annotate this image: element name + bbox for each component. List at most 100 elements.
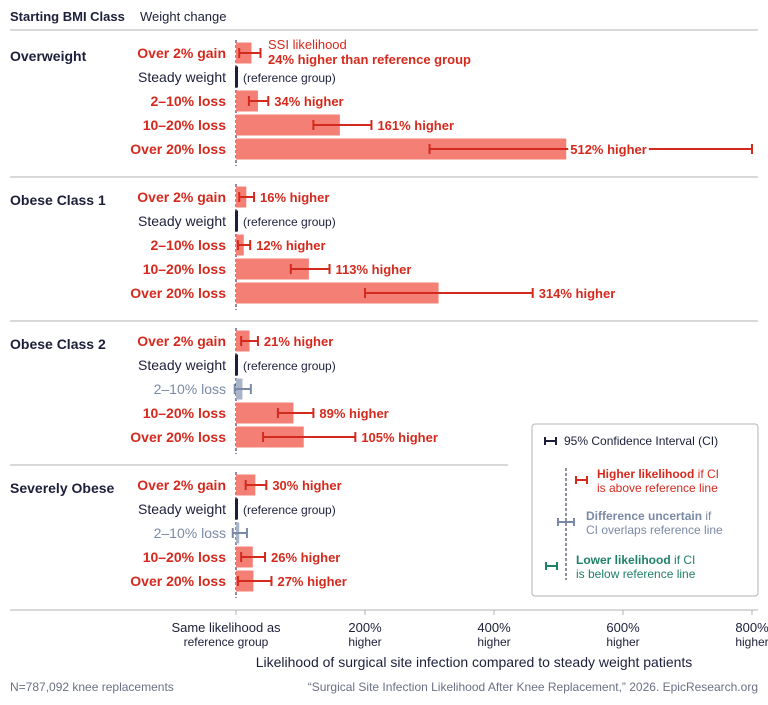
bar: [236, 90, 258, 112]
legend-uncertain-line1: Difference uncertain if: [586, 509, 712, 523]
data-row: 2–10% loss: [154, 522, 248, 544]
row-label: Steady weight: [138, 501, 226, 517]
header-bmi-class: Starting BMI Class: [10, 9, 125, 24]
group-label: Obese Class 1: [10, 192, 106, 208]
footer-citation: “Surgical Site Infection Likelihood Afte…: [308, 680, 758, 694]
x-tick-label: Same likelihood as reference group: [171, 620, 281, 649]
ci-whisker: [364, 288, 534, 298]
ci-whisker: [236, 240, 252, 250]
reference-bar: [235, 210, 238, 232]
data-row: Over 2% gain 21% higher: [137, 330, 333, 352]
group-label: Overweight: [10, 48, 87, 64]
bar-annotation: (reference group): [243, 359, 336, 373]
legend-lower-line1: Lower likelihood if CI: [576, 553, 695, 567]
legend: 95% Confidence Interval (CI) Higher like…: [531, 423, 759, 597]
legend-lower-line2: is below reference line: [576, 567, 696, 581]
row-label: Over 2% gain: [137, 333, 226, 349]
data-row: Steady weight (reference group): [138, 498, 336, 520]
row-label: Over 2% gain: [137, 45, 226, 61]
x-tick-label: 400% higher: [477, 620, 511, 649]
bar-annotation: 27% higher: [277, 574, 346, 589]
ci-whisker: [244, 480, 268, 490]
reference-bar: [235, 498, 238, 520]
bar: [236, 114, 340, 136]
row-label: 2–10% loss: [151, 237, 227, 253]
annotation-background: [568, 140, 649, 157]
legend-higher-line2: is above reference line: [597, 481, 718, 495]
bar-annotation: 105% higher: [361, 430, 438, 445]
bar-annotation: (reference group): [243, 71, 336, 85]
ci-whisker: [240, 336, 259, 346]
group-overweight: Overweight Over 2% gain SSI likelihood24% …: [10, 37, 758, 178]
group-obese-class-1: Obese Class 1 Over 2% gain 16% higher Stead…: [10, 184, 758, 322]
row-label: 10–20% loss: [143, 549, 226, 565]
bar-annotation: 26% higher: [271, 550, 340, 565]
bar-annotation: 24% higher than reference group: [268, 52, 471, 67]
row-label: Over 20% loss: [130, 429, 226, 445]
data-row: Steady weight (reference group): [138, 354, 336, 376]
bar-annotation: 314% higher: [539, 286, 616, 301]
bar-annotation: (reference group): [243, 215, 336, 229]
row-label: Over 20% loss: [130, 285, 226, 301]
ci-whisker: [233, 384, 252, 394]
bar: [236, 138, 567, 160]
row-label: Over 20% loss: [130, 141, 226, 157]
data-row: Over 20% loss 27% higher: [130, 570, 347, 592]
bar-annotation: 12% higher: [256, 238, 325, 253]
footer-sample-size: N=787,092 knee replacements: [10, 680, 174, 694]
row-label: 10–20% loss: [143, 117, 226, 133]
data-row: 10–20% loss 161% higher: [143, 114, 454, 136]
data-row: 2–10% loss 34% higher: [151, 90, 344, 112]
bar: [236, 402, 294, 424]
legend-higher-ci-icon: [575, 476, 588, 484]
legend-ci-marker-icon: [544, 437, 557, 445]
bar-annotation: 113% higher: [336, 262, 412, 277]
legend-higher-line1: Higher likelihood if CI: [597, 467, 719, 481]
data-row: 2–10% loss: [154, 378, 252, 400]
bar-annotation: 21% higher: [264, 334, 333, 349]
data-row: Over 20% loss 105% higher: [130, 426, 438, 448]
reference-bar: [235, 354, 238, 376]
x-axis: Same likelihood as reference group 200% hig…: [10, 609, 768, 649]
row-label: 10–20% loss: [143, 405, 226, 421]
data-row: 2–10% loss 12% higher: [151, 234, 326, 256]
legend-ci-label: 95% Confidence Interval (CI): [564, 434, 718, 448]
row-label: Over 2% gain: [137, 477, 226, 493]
ci-whisker: [231, 528, 248, 538]
row-label: Over 2% gain: [137, 189, 226, 205]
group-label: Obese Class 2: [10, 336, 106, 352]
row-label: Steady weight: [138, 213, 226, 229]
row-label: Over 20% loss: [130, 573, 226, 589]
group-label: Severely Obese: [10, 480, 115, 496]
data-row: Over 20% loss 314% higher: [130, 282, 616, 304]
bar-annotation: 512% higher: [570, 142, 647, 157]
x-axis-title: Likelihood of surgical site infection co…: [256, 654, 693, 670]
legend-box: [531, 423, 759, 597]
data-row: Over 2% gain 16% higher: [137, 186, 329, 208]
row-label: 2–10% loss: [154, 525, 226, 541]
x-tick-label: 600% higher: [606, 620, 640, 649]
header-weight-change: Weight change: [140, 9, 227, 24]
ci-whisker: [312, 120, 373, 130]
reference-bar: [235, 66, 238, 88]
group-severely-obese: Severely Obese Over 2% gain 30% higher Stea…: [10, 472, 347, 598]
legend-uncertain-line2: CI overlaps reference line: [586, 523, 723, 537]
ci-whisker: [240, 552, 267, 562]
bar-annotation: (reference group): [243, 503, 336, 517]
row-label: Steady weight: [138, 357, 226, 373]
ci-whisker: [238, 48, 262, 58]
row-label: Steady weight: [138, 69, 226, 85]
ci-whisker: [289, 264, 331, 274]
row-label: 2–10% loss: [154, 381, 226, 397]
bar-annotation: 89% higher: [319, 406, 388, 421]
ci-whisker: [236, 576, 273, 586]
x-tick-label: 800% higher: [735, 620, 768, 649]
data-row: 10–20% loss 113% higher: [143, 258, 412, 280]
x-tick-label: 200% higher: [348, 620, 382, 649]
data-row: 10–20% loss 89% higher: [143, 402, 389, 424]
data-row: Steady weight (reference group): [138, 66, 336, 88]
bar: [236, 282, 439, 304]
ci-whisker: [262, 432, 357, 442]
